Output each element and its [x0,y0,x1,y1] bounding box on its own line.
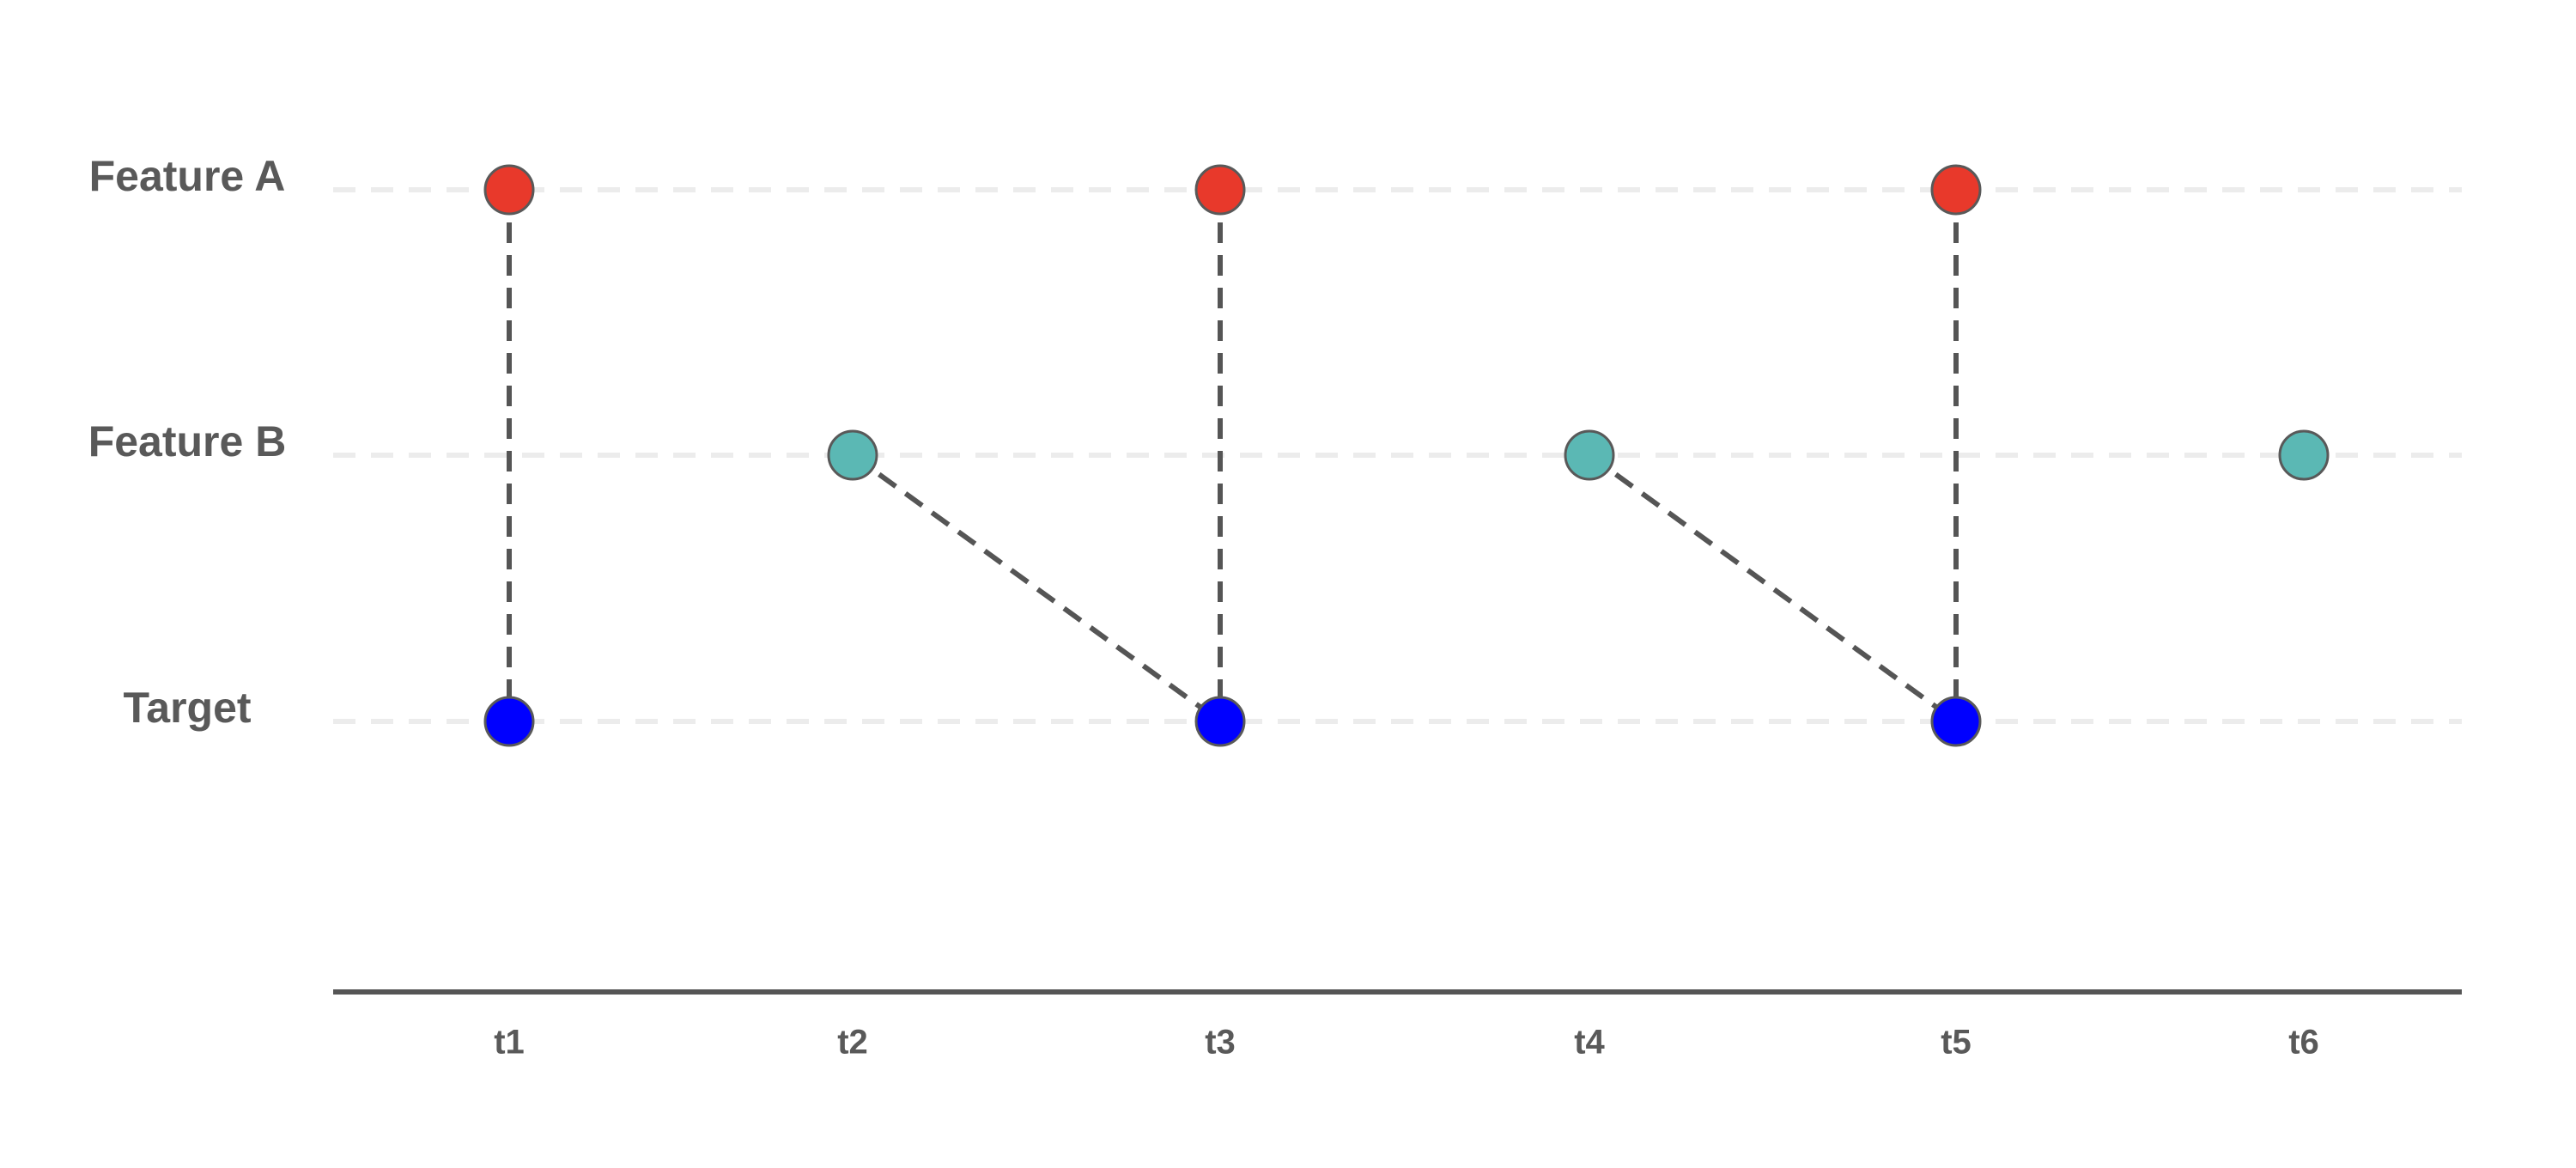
node-target-t5 [1930,696,1982,747]
event-nodes [483,164,2330,747]
row-label-feature_a: Feature A [89,152,286,200]
tick-label-t2: t2 [837,1024,868,1062]
tick-label-t3: t3 [1205,1024,1236,1062]
node-feature_a-t3 [1194,164,1246,216]
node-target-t1 [483,696,535,747]
node-feature_a-t5 [1930,164,1982,216]
tick-label-t6: t6 [2288,1024,2319,1062]
node-target-t3 [1194,696,1246,747]
node-feature_b-t4 [1564,429,1615,481]
row-gridlines [333,187,2462,724]
tick-label-t4: t4 [1574,1024,1605,1062]
dependency-edges [507,190,1959,724]
row-label-feature_b: Feature B [88,417,287,465]
time-tick-labels: t1 t2 t3 t4 t5 t6 [494,1024,2319,1062]
edge-feature_b-t2-to-target-t3 [851,453,1222,724]
node-feature_a-t1 [483,164,535,216]
row-label-target: Target [123,684,251,732]
node-feature_b-t6 [2278,429,2330,481]
edge-feature_b-t4-to-target-t5 [1588,453,1958,724]
tick-label-t5: t5 [1941,1024,1971,1062]
node-feature_b-t2 [827,429,878,481]
tick-label-t1: t1 [494,1024,525,1062]
row-labels: Feature A Feature B Target [88,152,287,732]
